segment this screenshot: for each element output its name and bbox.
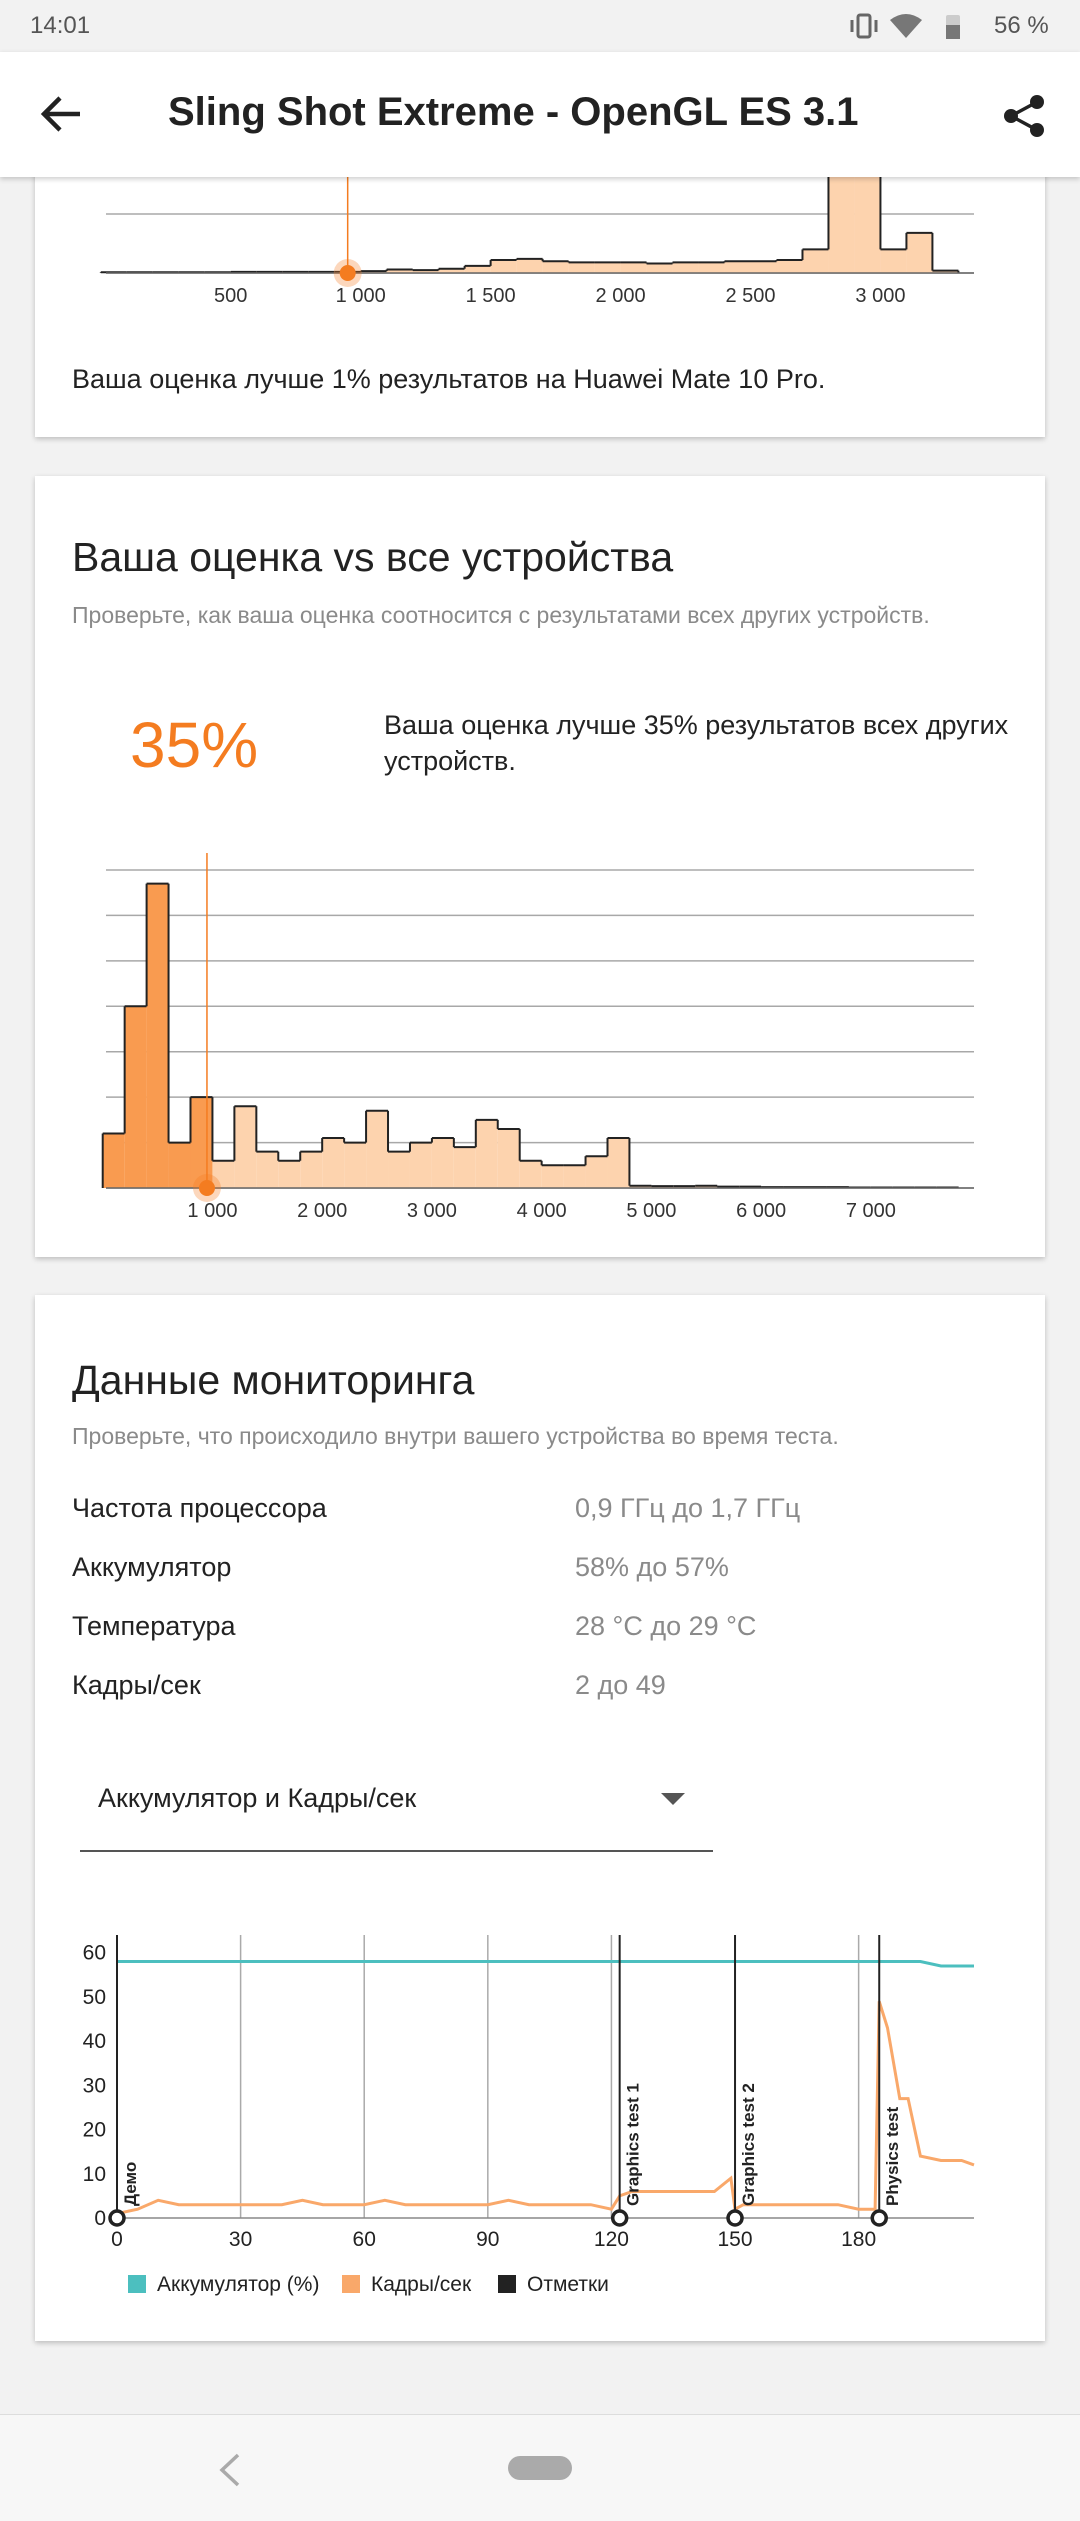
x-tick-label: 90 bbox=[476, 2228, 499, 2251]
histogram-bar bbox=[465, 266, 491, 273]
histogram-bar bbox=[751, 261, 777, 273]
x-tick-label: 1 500 bbox=[466, 285, 516, 307]
x-tick-label: 3 000 bbox=[407, 1200, 457, 1222]
x-tick-label: 6 000 bbox=[736, 1200, 786, 1222]
page-title: Sling Shot Extreme - OpenGL ES 3.1 bbox=[168, 90, 859, 135]
x-tick-label: 0 bbox=[111, 2228, 123, 2251]
legend-label: Аккумулятор (%) bbox=[157, 2273, 319, 2296]
histogram-bar bbox=[366, 1111, 388, 1188]
event-label: Graphics test 1 bbox=[624, 2083, 643, 2206]
back-button[interactable] bbox=[40, 94, 84, 134]
series-line bbox=[117, 1962, 974, 1967]
nav-bar bbox=[0, 2414, 1080, 2521]
histogram-bar bbox=[906, 233, 932, 273]
app-header: Sling Shot Extreme - OpenGL ES 3.1 bbox=[0, 52, 1080, 177]
y-tick-label: 10 bbox=[83, 2163, 106, 2186]
legend-swatch bbox=[498, 2275, 516, 2293]
histogram-bar bbox=[543, 261, 569, 273]
x-tick-label: 1 000 bbox=[187, 1200, 237, 1222]
x-tick-label: 5 000 bbox=[626, 1200, 676, 1222]
histogram-bar bbox=[256, 1152, 278, 1188]
histogram-bar bbox=[828, 167, 854, 273]
histogram-bar bbox=[169, 1143, 191, 1188]
histogram-bar bbox=[621, 262, 647, 273]
series-line bbox=[117, 2001, 974, 2213]
event-dot bbox=[613, 2211, 627, 2225]
x-tick-label: 7 000 bbox=[846, 1200, 896, 1222]
histogram-bar bbox=[880, 249, 906, 273]
status-time: 14:01 bbox=[30, 12, 90, 40]
histogram-bar bbox=[476, 1120, 498, 1188]
x-tick-label: 60 bbox=[353, 2228, 376, 2251]
score-dot bbox=[340, 265, 356, 281]
histogram-bar bbox=[491, 260, 517, 273]
histogram-bar bbox=[103, 1133, 125, 1188]
x-tick-label: 30 bbox=[229, 2228, 252, 2251]
legend-label: Кадры/сек bbox=[371, 2273, 472, 2296]
histogram-bar bbox=[673, 262, 699, 273]
x-tick-label: 180 bbox=[841, 2228, 876, 2251]
histogram-bar bbox=[147, 884, 169, 1188]
histogram-bar bbox=[595, 262, 621, 273]
histogram-bar bbox=[278, 1161, 300, 1188]
histogram-bar bbox=[300, 1152, 322, 1188]
x-tick-label: 1 000 bbox=[336, 285, 386, 307]
x-tick-label: 3 000 bbox=[855, 285, 905, 307]
histogram-bar bbox=[388, 1152, 410, 1188]
y-tick-label: 60 bbox=[83, 1942, 106, 1965]
histogram-bar bbox=[520, 1161, 542, 1188]
histogram-bar bbox=[498, 1129, 520, 1188]
histogram-bar bbox=[125, 1006, 147, 1188]
legend-swatch bbox=[128, 2275, 146, 2293]
y-tick-label: 20 bbox=[83, 2119, 106, 2142]
histogram-bar bbox=[725, 261, 751, 273]
share-button[interactable] bbox=[1003, 94, 1047, 138]
histogram-bar bbox=[542, 1165, 564, 1188]
histogram-bar bbox=[647, 264, 673, 273]
histogram-bar bbox=[517, 259, 543, 273]
status-bar: 14:01 56 % bbox=[0, 0, 1080, 52]
nav-home[interactable] bbox=[507, 2455, 573, 2481]
event-label: Physics test bbox=[883, 2106, 902, 2206]
score-dot bbox=[199, 1180, 215, 1196]
event-label: Graphics test 2 bbox=[739, 2083, 758, 2206]
histogram-bar bbox=[776, 260, 802, 273]
histogram-bar bbox=[454, 1147, 476, 1188]
histogram-bar bbox=[410, 1143, 432, 1188]
histogram-bar bbox=[322, 1138, 344, 1188]
histogram-bar bbox=[586, 1156, 608, 1188]
histogram-bar bbox=[569, 262, 595, 273]
event-dot bbox=[728, 2211, 742, 2225]
x-tick-label: 4 000 bbox=[517, 1200, 567, 1222]
histogram-bar bbox=[432, 1138, 454, 1188]
y-tick-label: 0 bbox=[94, 2207, 106, 2230]
event-dot bbox=[872, 2211, 886, 2225]
histogram-bar bbox=[564, 1165, 586, 1188]
x-tick-label: 2 000 bbox=[297, 1200, 347, 1222]
x-tick-label: 120 bbox=[594, 2228, 629, 2251]
histogram-bar bbox=[802, 249, 828, 273]
histogram-bar bbox=[699, 262, 725, 273]
event-dot bbox=[110, 2211, 124, 2225]
legend-swatch bbox=[342, 2275, 360, 2293]
status-icons bbox=[850, 10, 970, 42]
nav-back[interactable] bbox=[218, 2453, 242, 2487]
y-tick-label: 50 bbox=[83, 1986, 106, 2009]
x-tick-label: 150 bbox=[718, 2228, 753, 2251]
histogram-bar bbox=[234, 1106, 256, 1188]
event-label: Демо bbox=[121, 2162, 140, 2206]
x-tick-label: 500 bbox=[214, 285, 247, 307]
histogram-bar bbox=[344, 1143, 366, 1188]
status-battery: 56 % bbox=[994, 12, 1049, 40]
x-tick-label: 2 500 bbox=[725, 285, 775, 307]
y-tick-label: 40 bbox=[83, 2030, 106, 2053]
y-tick-label: 30 bbox=[83, 2074, 106, 2097]
x-tick-label: 2 000 bbox=[596, 285, 646, 307]
legend-label: Отметки bbox=[527, 2273, 609, 2296]
histogram-bar bbox=[607, 1138, 629, 1188]
histogram-bar bbox=[854, 167, 880, 273]
